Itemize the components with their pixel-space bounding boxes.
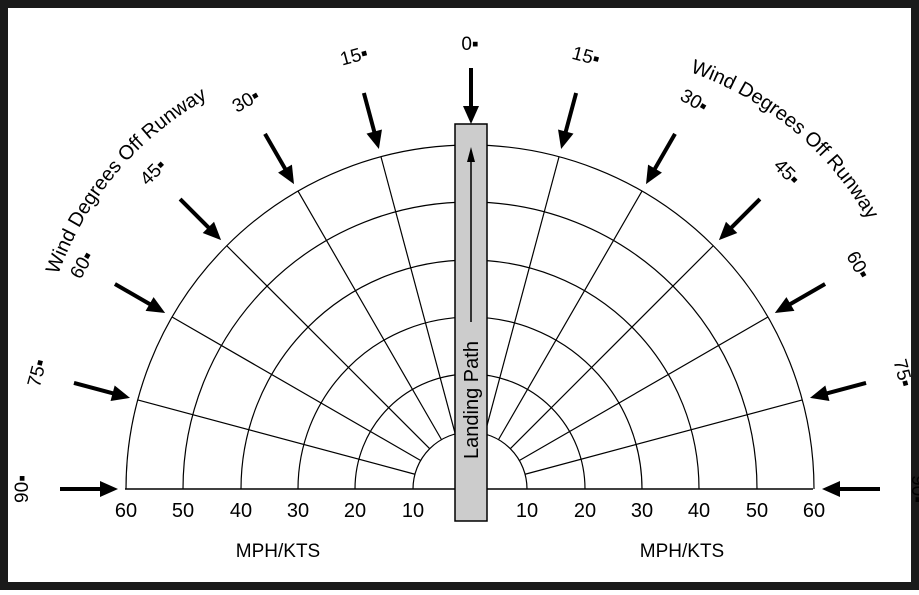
right-arrow-75-head [810,385,830,401]
right-arrow-45-shaft [724,197,762,235]
right-angle-label: 30▪ [676,85,711,117]
left-arrow-45-shaft [178,197,216,235]
speed-tick-left: 60 [115,500,137,522]
speed-tick-right: 20 [574,500,596,522]
speed-tick-left: 40 [230,500,252,522]
right-arrow-15-head [558,129,574,149]
wind-arrows [60,68,880,497]
left-arrow-45-head [202,221,222,241]
right-side-title: Wind Degrees Off Runway [688,56,883,223]
left-angle-label: 15▪ [338,43,370,70]
landing-direction-arrowhead [467,147,475,162]
speed-tick-right: 50 [746,500,768,522]
speed-tick-left: 30 [287,500,309,522]
speed-tick-right: 60 [803,500,825,522]
speed-tick-right: 40 [688,500,710,522]
right-angle-label: 60▪ [841,248,873,283]
speed-tick-right: 10 [516,500,538,522]
left-arrow-15-head [366,129,382,149]
left-angle-label: 45▪ [136,155,171,190]
left-arrow-75-head [110,385,130,401]
angle-spoke [297,190,443,440]
right-arrow-60-shaft [782,282,827,310]
speed-scale: 60 50 40 30 20 10 10 20 30 40 50 60 [115,500,825,522]
left-side-title: Wind Degrees Off Runway [42,83,210,276]
right-arrow-45-head [718,221,738,241]
left-arrow-30-head [278,164,294,185]
polar-grid [125,144,815,490]
right-arrow-75-shaft [819,380,867,398]
speed-tick-left: 50 [172,500,194,522]
angle-spoke [519,316,769,462]
left-angle-label: 30▪ [229,85,264,117]
right-side-title-text: Wind Degrees Off Runway [688,56,883,223]
units-left: MPH/KTS [236,541,320,562]
left-arrow-60-head [145,297,166,313]
runway-label: Landing Path [461,341,483,459]
right-arrow-90-head [822,481,840,497]
left-angle-label: 75▪ [24,357,51,389]
left-arrow-90-head [100,481,118,497]
angle-spoke [137,399,416,475]
speed-tick-left: 20 [344,500,366,522]
left-side-title-text: Wind Degrees Off Runway [42,83,210,276]
angle-spoke [380,156,456,435]
left-arrow-75-shaft [73,380,121,398]
left-angle-label: 90▪ [12,475,33,503]
angle-spoke [524,399,803,475]
right-angle-label: 45▪ [769,155,804,190]
angle-spoke [509,245,714,450]
speed-tick-right: 30 [631,500,653,522]
angle-spoke [226,245,431,450]
zero-arrow-head [463,106,479,124]
angle-spoke [497,190,643,440]
right-angle-label: 90▪ [907,475,919,503]
angle-spoke [484,156,560,435]
right-arrow-60-head [774,297,795,313]
right-arrow-30-head [646,164,662,185]
right-angle-label: 15▪ [570,43,602,70]
units-right: MPH/KTS [640,541,724,562]
angle-spoke [171,316,421,462]
speed-tick-left: 10 [402,500,424,522]
zero-degree-label: 0▪ [461,34,478,55]
